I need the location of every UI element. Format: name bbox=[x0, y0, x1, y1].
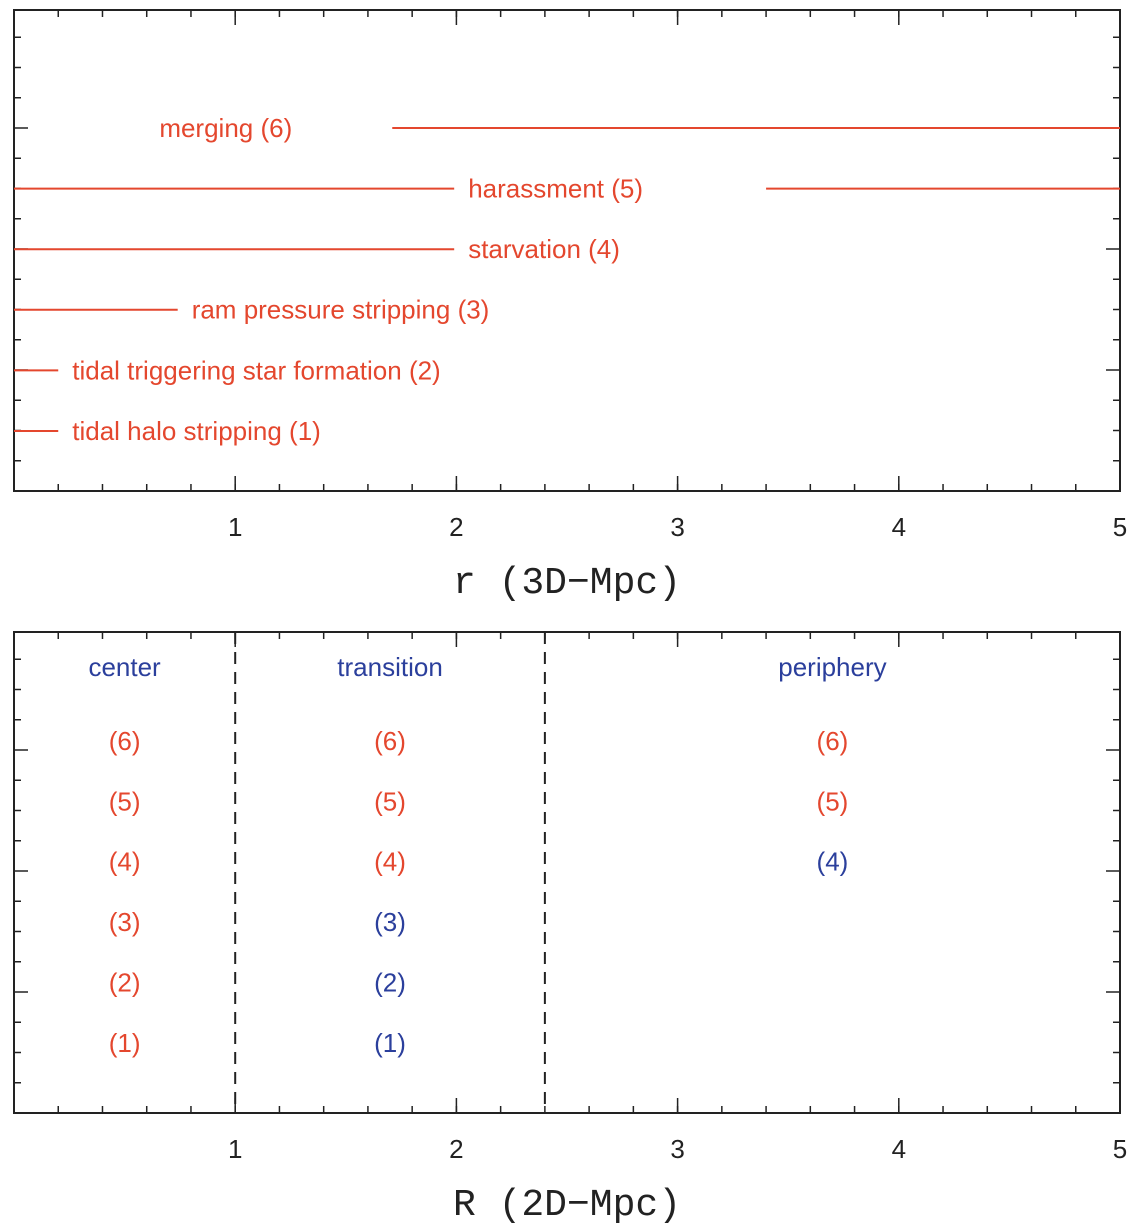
x-tick-label: 2 bbox=[449, 1134, 463, 1164]
zone-entry: (5) bbox=[817, 786, 849, 816]
x-tick-label: 5 bbox=[1113, 1134, 1127, 1164]
zone-entry: (6) bbox=[374, 726, 406, 756]
mechanism-label: starvation (4) bbox=[468, 234, 620, 264]
x-axis-label: r (3D−Mpc) bbox=[453, 562, 681, 605]
zone-entry: (5) bbox=[109, 786, 141, 816]
zone-entry: (2) bbox=[109, 967, 141, 997]
zone-entry: (5) bbox=[374, 786, 406, 816]
zone-entry: (2) bbox=[374, 967, 406, 997]
zone-entry: (3) bbox=[109, 907, 141, 937]
mechanism-label: harassment (5) bbox=[468, 173, 643, 203]
zone-entry: (1) bbox=[374, 1028, 406, 1058]
zone-title: transition bbox=[337, 652, 443, 682]
x-tick-label: 4 bbox=[892, 1134, 906, 1164]
x-tick-label: 1 bbox=[228, 1134, 242, 1164]
x-tick-label: 1 bbox=[228, 512, 242, 542]
mechanism-label: tidal triggering star formation (2) bbox=[72, 355, 440, 385]
x-tick-label: 3 bbox=[670, 1134, 684, 1164]
mechanism-label: tidal halo stripping (1) bbox=[72, 416, 321, 446]
x-axis-label: R (2D−Mpc) bbox=[453, 1184, 681, 1227]
mechanism-label: ram pressure stripping (3) bbox=[192, 295, 490, 325]
zone-entry: (6) bbox=[817, 726, 849, 756]
x-tick-label: 2 bbox=[449, 512, 463, 542]
x-tick-label: 4 bbox=[892, 512, 906, 542]
zone-entry: (1) bbox=[109, 1028, 141, 1058]
zone-entry: (6) bbox=[109, 726, 141, 756]
zone-title: periphery bbox=[778, 652, 886, 682]
x-tick-label: 5 bbox=[1113, 512, 1127, 542]
x-tick-label: 3 bbox=[670, 512, 684, 542]
bottom-frame bbox=[13, 631, 1121, 1114]
zone-title: center bbox=[88, 652, 161, 682]
top-frame bbox=[13, 9, 1121, 492]
zone-entry: (4) bbox=[374, 847, 406, 877]
zone-entry: (4) bbox=[817, 847, 849, 877]
mechanism-label: merging (6) bbox=[159, 113, 292, 143]
zone-entry: (4) bbox=[109, 847, 141, 877]
zone-entry: (3) bbox=[374, 907, 406, 937]
